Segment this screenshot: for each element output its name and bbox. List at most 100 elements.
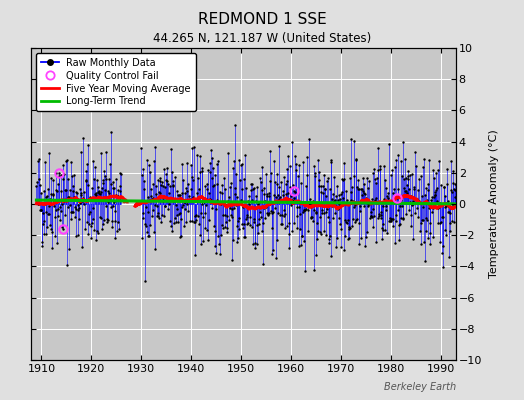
- Point: [237, 197, 245, 204]
- Point: [399, 216, 407, 222]
- Point: [320, 172, 328, 178]
- Point: [193, 190, 201, 196]
- Point: [328, 196, 336, 202]
- Point: [331, 210, 340, 216]
- Point: [67, 159, 75, 166]
- Point: [450, 186, 458, 192]
- Point: [241, 176, 249, 182]
- Point: [417, 240, 425, 247]
- Point: [196, 169, 204, 175]
- Point: [404, 173, 412, 180]
- Point: [287, 202, 295, 208]
- Point: [155, 215, 163, 221]
- Point: [247, 180, 255, 187]
- Point: [113, 228, 121, 234]
- Point: [103, 217, 112, 224]
- Point: [246, 222, 254, 228]
- Point: [83, 231, 92, 238]
- Point: [82, 178, 90, 184]
- Point: [374, 166, 383, 173]
- Point: [446, 228, 454, 234]
- Point: [348, 216, 357, 222]
- Point: [168, 169, 176, 175]
- Point: [389, 216, 398, 222]
- Point: [165, 190, 173, 196]
- Point: [441, 227, 449, 234]
- Point: [227, 213, 236, 220]
- Point: [293, 203, 301, 210]
- Point: [96, 191, 104, 197]
- Point: [59, 162, 68, 168]
- Point: [321, 185, 329, 192]
- Point: [365, 201, 373, 207]
- Point: [358, 188, 367, 194]
- Point: [364, 201, 373, 207]
- Point: [374, 215, 382, 221]
- Point: [347, 223, 356, 229]
- Point: [156, 175, 164, 182]
- Point: [57, 208, 66, 214]
- Point: [47, 175, 55, 182]
- Point: [73, 190, 81, 196]
- Point: [147, 186, 155, 192]
- Point: [103, 216, 111, 222]
- Point: [152, 190, 160, 197]
- Point: [196, 153, 204, 159]
- Point: [269, 208, 277, 215]
- Point: [416, 228, 424, 234]
- Point: [66, 187, 74, 194]
- Point: [149, 181, 158, 187]
- Point: [395, 222, 403, 228]
- Point: [218, 190, 226, 196]
- Point: [220, 224, 228, 230]
- Point: [85, 194, 94, 200]
- Point: [231, 122, 239, 128]
- Point: [190, 144, 198, 150]
- Point: [81, 226, 89, 232]
- Point: [248, 197, 256, 203]
- Point: [334, 200, 343, 207]
- Point: [312, 209, 320, 216]
- Point: [405, 186, 413, 192]
- Point: [224, 216, 233, 223]
- Point: [344, 236, 352, 243]
- Point: [451, 181, 459, 187]
- Point: [68, 208, 76, 215]
- Point: [73, 202, 82, 208]
- Point: [405, 206, 413, 213]
- Point: [72, 233, 80, 239]
- Point: [217, 182, 226, 188]
- Point: [307, 215, 315, 221]
- Point: [445, 254, 453, 260]
- Point: [325, 236, 333, 242]
- Point: [354, 186, 363, 192]
- Point: [102, 149, 110, 156]
- Point: [392, 212, 400, 218]
- Point: [412, 196, 420, 202]
- Point: [314, 157, 322, 163]
- Point: [278, 212, 287, 218]
- Point: [427, 220, 435, 226]
- Point: [176, 234, 184, 240]
- Point: [75, 216, 83, 222]
- Point: [51, 207, 60, 214]
- Point: [390, 197, 398, 203]
- Point: [35, 156, 43, 162]
- Point: [183, 188, 192, 194]
- Point: [179, 177, 187, 183]
- Text: REDMOND 1 SSE: REDMOND 1 SSE: [198, 12, 326, 27]
- Point: [162, 170, 170, 177]
- Point: [151, 246, 159, 253]
- Point: [107, 218, 116, 224]
- Point: [378, 227, 387, 233]
- Point: [232, 202, 241, 209]
- Point: [341, 233, 349, 240]
- Point: [42, 193, 51, 199]
- Point: [340, 160, 348, 166]
- Point: [79, 195, 87, 201]
- Point: [199, 214, 208, 220]
- Point: [176, 210, 184, 216]
- Point: [40, 231, 49, 237]
- Point: [141, 199, 149, 205]
- Point: [88, 219, 96, 226]
